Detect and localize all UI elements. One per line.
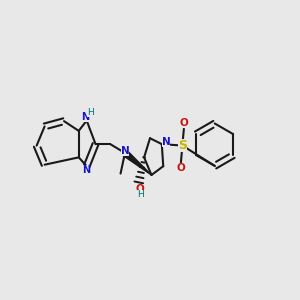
Text: N: N bbox=[161, 137, 170, 147]
Text: N: N bbox=[121, 146, 129, 157]
Text: N: N bbox=[81, 112, 89, 122]
Text: O: O bbox=[179, 118, 188, 128]
Polygon shape bbox=[123, 151, 152, 175]
Text: H: H bbox=[137, 190, 144, 199]
Text: O: O bbox=[136, 184, 145, 194]
Text: O: O bbox=[176, 163, 185, 173]
Text: N: N bbox=[82, 165, 90, 175]
Text: H: H bbox=[87, 108, 94, 117]
Text: S: S bbox=[178, 139, 187, 152]
